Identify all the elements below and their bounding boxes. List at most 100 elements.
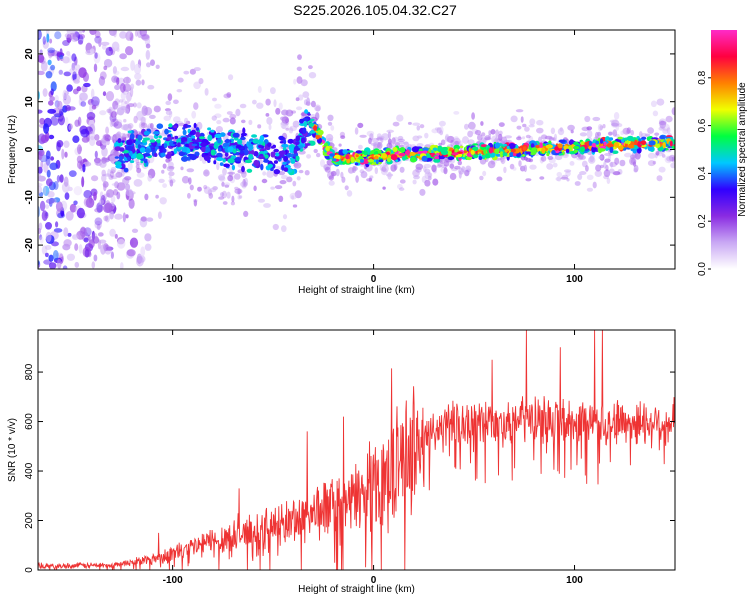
spectrogram-cell (369, 175, 374, 179)
spectrogram-cell (169, 179, 174, 187)
spectrogram-cell (577, 173, 583, 180)
spectrogram-cell (647, 160, 656, 167)
spectrogram-cell (59, 54, 64, 60)
spectrogram-cell (453, 137, 461, 145)
spectrogram-cell (47, 108, 57, 114)
spectrogram-cell (38, 206, 41, 218)
spectrogram-cell (263, 150, 268, 154)
spectrogram-cell (541, 147, 546, 154)
spectrogram-cell (661, 154, 666, 158)
spectrogram-cell (165, 110, 173, 116)
spectrogram-cell (251, 134, 258, 138)
spectrogram-cell (446, 135, 455, 143)
spectrogram-cell (98, 38, 102, 48)
spectrogram-cell (136, 172, 145, 178)
spectrogram-cell (432, 168, 437, 174)
spectrogram-cell (375, 159, 379, 165)
spectrogram-cell (525, 151, 531, 155)
spectrogram-cell (509, 163, 515, 170)
spectrogram-cell (257, 124, 262, 129)
spectrogram-cell (69, 203, 77, 213)
spectrogram-cell (412, 122, 421, 126)
spectrogram-cell (144, 193, 149, 201)
spectrogram-cell (82, 246, 92, 258)
spectrogram-cell (305, 143, 311, 146)
spectrogram-cell (613, 142, 620, 148)
spectrogram-cell (111, 118, 119, 127)
spectrogram-cell (599, 164, 604, 169)
spectrogram-cell (98, 239, 107, 244)
spectrogram-cell (671, 156, 675, 163)
spectrogram-cell (110, 111, 118, 117)
spectrogram-cell (270, 87, 276, 95)
spectrogram-cell (73, 200, 78, 206)
spectrogram-cell (243, 210, 249, 217)
spectrogram-cell (155, 64, 160, 70)
spectrogram-cell (504, 149, 508, 153)
spectrogram-cell (282, 161, 287, 165)
spectrogram-cell (516, 125, 522, 130)
spectrogram-cell (603, 161, 607, 169)
spectrogram-cell (386, 129, 395, 133)
spectrogram-cell (147, 84, 155, 90)
spectrogram-cell (76, 207, 85, 219)
spectrogram-cell (463, 150, 468, 154)
spectrogram-cell (613, 112, 620, 120)
spectrogram-cell (129, 32, 134, 42)
spectrogram-cell (116, 182, 126, 191)
spectrogram-cell (114, 181, 119, 189)
spectrogram-cell (204, 88, 209, 96)
y-axis-label: SNR (10 * v/v) (7, 418, 18, 482)
spectrogram-cell (175, 120, 183, 125)
spectrogram-cell (112, 111, 116, 119)
spectrogram-cell (586, 126, 593, 131)
spectrogram-cell (641, 136, 647, 140)
spectrogram-cell (199, 132, 205, 138)
spectrogram-cell (45, 204, 50, 210)
spectrogram-cell (205, 146, 211, 153)
spectrogram-cell (424, 171, 431, 180)
spectrogram-cell (80, 226, 86, 234)
spectrogram-cell (43, 259, 52, 265)
spectrogram-cell (62, 265, 68, 269)
spectrogram-cell (579, 171, 587, 175)
spectrogram-cell (217, 137, 222, 144)
spectrogram-cell (584, 115, 591, 123)
spectrogram-cell (289, 146, 294, 153)
spectrogram-cell (229, 114, 237, 119)
spectrogram-cell (244, 177, 249, 186)
spectrogram-cell (68, 124, 72, 131)
spectrogram-cell (244, 159, 253, 164)
spectrogram-cell (159, 197, 167, 205)
spectrogram-cell (434, 155, 439, 160)
spectrogram-cell (90, 88, 95, 99)
spectrogram-cell (69, 67, 78, 75)
spectrogram-cell (63, 176, 69, 187)
spectrogram-cell (278, 102, 283, 110)
spectrogram-cell (436, 164, 443, 168)
spectrogram-cell (221, 190, 227, 199)
spectrogram-cell (129, 133, 135, 140)
spectrogram-cell (142, 139, 147, 143)
spectrogram-cell (340, 171, 344, 179)
spectrogram-cell (377, 141, 383, 149)
spectrogram-cell (355, 150, 363, 154)
spectrogram-cell (48, 50, 53, 59)
spectrogram-cell (556, 176, 562, 182)
spectrogram-cell (282, 214, 288, 220)
spectrogram-cell (248, 119, 253, 125)
spectrogram-cell (470, 149, 475, 155)
spectrogram-cell (500, 156, 504, 163)
spectrogram-cell (397, 135, 404, 141)
spectrogram-cell (222, 201, 228, 205)
spectrogram-cell (217, 147, 222, 152)
spectrogram-cell (123, 118, 127, 123)
spectrogram-cell (297, 54, 302, 60)
spectrogram-cell (240, 181, 248, 188)
spectrogram-cell (173, 141, 177, 145)
spectrogram-cell (502, 152, 508, 157)
spectrogram-cell (109, 169, 116, 174)
spectrogram-cell (136, 167, 142, 174)
spectrogram-cell (119, 83, 126, 93)
spectrogram-cell (654, 132, 660, 136)
